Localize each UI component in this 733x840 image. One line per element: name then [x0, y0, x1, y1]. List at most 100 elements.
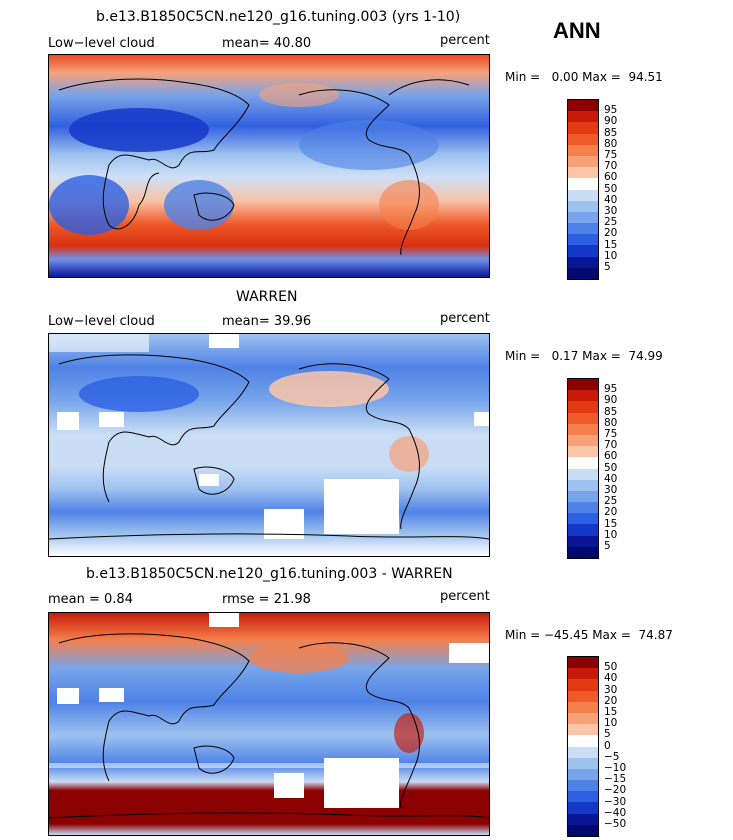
colorbar-swatch [568, 490, 598, 503]
panel-3-map [48, 612, 490, 836]
colorbar-swatch [568, 189, 598, 201]
colorbar-label: 15 [604, 238, 618, 251]
colorbar-label: 20 [604, 694, 618, 707]
colorbar-swatch [568, 712, 598, 725]
colorbar-label: 50 [604, 461, 618, 474]
colorbar-swatch [568, 679, 598, 691]
colorbar-label: 0 [604, 739, 611, 752]
colorbar-swatch [568, 513, 598, 525]
colorbar-swatch [568, 524, 598, 536]
colorbar-label: 40 [604, 672, 618, 685]
colorbar-swatch [568, 379, 598, 391]
colorbar-label: 10 [604, 249, 618, 262]
panel-1-minmax: Min = 0.00 Max = 94.51 [505, 70, 663, 84]
colorbar-swatch [568, 791, 598, 803]
colorbar-label: 10 [604, 717, 618, 730]
colorbar-swatch [568, 701, 598, 713]
colorbar-label: 15 [604, 706, 618, 718]
colorbar-label: 15 [604, 517, 618, 530]
colorbar-label: 60 [604, 450, 618, 463]
panel-1-map-graphic [49, 55, 489, 277]
colorbar-label: 30 [604, 205, 618, 217]
colorbar-label: 90 [604, 394, 618, 407]
panel-2-mean-label: mean= 39.96 [222, 314, 312, 329]
colorbar-swatch [568, 457, 598, 469]
panel-3-map-graphic [49, 613, 489, 835]
colorbar-label: 30 [604, 484, 618, 496]
colorbar-swatch [568, 757, 598, 769]
colorbar-label: −40 [604, 806, 627, 819]
colorbar-label: −15 [604, 773, 627, 786]
panel-1-title: b.e13.B1850C5CN.ne120_g16.tuning.003 (yr… [96, 9, 461, 25]
colorbar-swatch [568, 122, 598, 134]
colorbar-label: 75 [604, 149, 618, 161]
panel-2-map-graphic [49, 334, 489, 556]
colorbar-label: 25 [604, 495, 618, 508]
colorbar-swatch [568, 724, 598, 736]
colorbar-label: 75 [604, 428, 618, 440]
colorbar-label: 85 [604, 126, 618, 139]
panel-1-variable-label: Low−level cloud [48, 36, 155, 51]
panel-2-map [48, 333, 490, 557]
panel-3-title: b.e13.B1850C5CN.ne120_g16.tuning.003 - W… [86, 566, 453, 582]
colorbar-label: 20 [604, 227, 618, 240]
colorbar-swatch [568, 502, 598, 514]
panel-2-units: percent [440, 311, 490, 326]
panel-1-colorbar [567, 99, 599, 280]
colorbar-swatch [568, 468, 598, 480]
panel-3-units: percent [440, 589, 490, 604]
colorbar-swatch [568, 813, 598, 825]
colorbar-swatch [568, 746, 598, 758]
colorbar-label: −10 [604, 762, 627, 774]
colorbar-swatch [568, 267, 598, 279]
colorbar-label: −5 [604, 750, 620, 763]
panel-3-rmse-label: rmse = 21.98 [222, 592, 311, 607]
colorbar-swatch [568, 690, 598, 702]
panel-2-colorbar [567, 378, 599, 559]
panel-3-colorbar [567, 656, 599, 837]
colorbar-swatch [568, 178, 598, 190]
colorbar-label: 5 [604, 261, 611, 273]
colorbar-swatch [568, 245, 598, 257]
colorbar-label: 70 [604, 160, 618, 173]
panel-2-title: WARREN [236, 289, 298, 305]
colorbar-swatch [568, 133, 598, 145]
colorbar-label: 70 [604, 439, 618, 452]
colorbar-label: −50 [604, 818, 627, 830]
colorbar-swatch [568, 446, 598, 458]
panel-2-variable-label: Low−level cloud [48, 314, 155, 329]
colorbar-swatch [568, 657, 598, 669]
colorbar-label: 20 [604, 506, 618, 519]
colorbar-label: 40 [604, 472, 618, 485]
colorbar-swatch [568, 768, 598, 781]
colorbar-swatch [568, 111, 598, 123]
colorbar-label: 95 [604, 104, 618, 117]
colorbar-label: 95 [604, 383, 618, 396]
colorbar-swatch [568, 401, 598, 413]
colorbar-label: 60 [604, 171, 618, 184]
panel-1-mean-label: mean= 40.80 [222, 36, 312, 51]
colorbar-swatch [568, 535, 598, 547]
colorbar-swatch [568, 824, 598, 836]
season-label: ANN [553, 18, 601, 43]
panel-3-minmax: Min = −45.45 Max = 74.87 [505, 628, 673, 642]
colorbar-label: 25 [604, 216, 618, 229]
colorbar-label: 30 [604, 683, 618, 696]
colorbar-swatch [568, 546, 598, 558]
colorbar-swatch [568, 479, 598, 491]
colorbar-swatch [568, 390, 598, 402]
colorbar-label: 80 [604, 416, 618, 429]
colorbar-swatch [568, 211, 598, 224]
colorbar-swatch [568, 223, 598, 235]
colorbar-swatch [568, 668, 598, 680]
colorbar-swatch [568, 100, 598, 112]
colorbar-label: −30 [604, 795, 627, 808]
colorbar-label: 90 [604, 115, 618, 128]
colorbar-swatch [568, 256, 598, 268]
colorbar-swatch [568, 434, 598, 447]
colorbar-swatch [568, 144, 598, 156]
colorbar-swatch [568, 200, 598, 212]
colorbar-swatch [568, 412, 598, 424]
colorbar-label: 80 [604, 137, 618, 150]
colorbar-label: 40 [604, 193, 618, 206]
